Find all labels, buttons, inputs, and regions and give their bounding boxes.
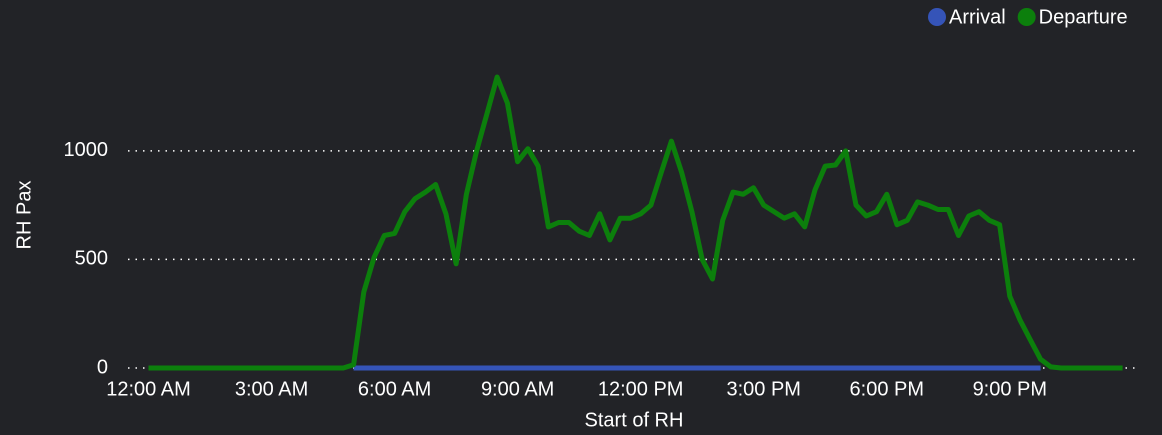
x-tick-label: 3:00 PM [726,378,800,400]
legend-swatch [928,8,946,26]
y-tick-label: 500 [75,248,108,270]
x-tick-label: 3:00 AM [235,378,308,400]
line [148,74,1123,371]
x-axis-label: Start of RH [585,409,684,431]
x-tick-label: 12:00 PM [598,378,684,400]
legend-label: Arrival [949,6,1006,28]
y-tick-label: 0 [97,356,108,378]
x-tick-label: 9:00 PM [973,378,1047,400]
legend-label: Departure [1039,6,1128,28]
y-tick-label: 1000 [64,139,109,161]
x-tick-label: 9:00 AM [481,378,554,400]
x-tick-label: 6:00 PM [850,378,924,400]
x-tick-label: 12:00 AM [106,378,191,400]
legend-swatch [1017,8,1036,26]
y-axis-label: RH Pax [13,181,35,250]
x-tick-label: 6:00 AM [358,378,431,400]
